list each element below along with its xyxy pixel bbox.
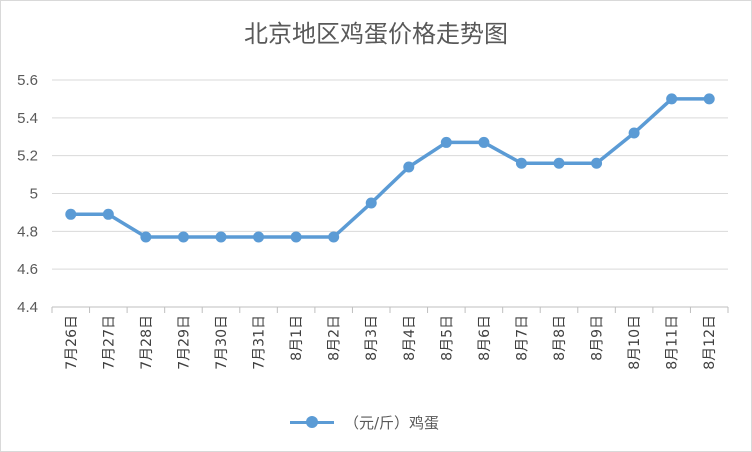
chart-title: 北京地区鸡蛋价格走势图 <box>244 20 508 48</box>
data-point <box>253 231 265 243</box>
data-point <box>440 136 452 148</box>
x-tick-label: 8月8日 <box>552 315 568 361</box>
legend-marker <box>306 416 318 428</box>
y-tick-label: 4.8 <box>17 223 38 240</box>
x-tick-label: 8月9日 <box>590 315 606 361</box>
label-layer: 4.4 4.6 4.8 5 5.2 5.4 5.6 7月26日 7月27日 7月28日 7月29日 7… <box>17 72 718 370</box>
x-tick-label: 8月12日 <box>702 315 718 370</box>
data-point <box>478 136 490 148</box>
grid-layer <box>52 79 728 270</box>
x-tick-label: 8月5日 <box>439 315 455 361</box>
x-tick-label: 7月29日 <box>176 315 192 370</box>
x-tick-label: 7月28日 <box>139 315 155 370</box>
x-tick-label: 8月2日 <box>327 315 343 361</box>
y-tick-label: 5 <box>30 186 38 203</box>
x-tick-label: 8月11日 <box>665 315 681 370</box>
data-point <box>65 208 77 220</box>
y-tick-label: 5.2 <box>17 148 38 165</box>
data-point <box>515 157 527 169</box>
series-layer <box>65 93 715 243</box>
data-point <box>177 231 189 243</box>
legend-label: （元/斤）鸡蛋 <box>344 413 440 432</box>
data-point <box>102 208 114 220</box>
data-point <box>703 93 715 105</box>
y-tick-label: 4.6 <box>17 261 38 278</box>
legend-swatch <box>290 410 334 434</box>
data-point <box>591 157 603 169</box>
x-tick-label: 7月31日 <box>252 315 268 370</box>
y-tick-label: 4.4 <box>17 299 38 316</box>
x-tick-label: 8月6日 <box>477 315 493 361</box>
axis-layer <box>51 306 729 313</box>
x-tick-label: 7月30日 <box>214 315 230 370</box>
x-tick-label: 7月26日 <box>64 315 80 370</box>
x-tick-label: 8月4日 <box>402 315 418 361</box>
data-point <box>403 161 415 173</box>
data-point <box>215 231 227 243</box>
data-point <box>328 231 340 243</box>
data-point <box>140 231 152 243</box>
series-line <box>70 97 710 239</box>
y-tick-label: 5.4 <box>17 110 38 127</box>
x-tick-label: 7月27日 <box>101 315 117 370</box>
data-point <box>666 93 678 105</box>
data-point <box>290 231 302 243</box>
x-tick-label: 8月3日 <box>364 315 380 361</box>
y-tick-label: 5.6 <box>17 72 38 89</box>
data-point <box>628 127 640 139</box>
legend: （元/斤）鸡蛋 <box>290 410 439 434</box>
x-tick-label: 8月7日 <box>514 315 530 361</box>
data-point <box>365 197 377 209</box>
x-tick-label: 8月1日 <box>289 315 305 361</box>
data-point <box>553 157 565 169</box>
x-tick-label: 8月10日 <box>627 315 643 370</box>
